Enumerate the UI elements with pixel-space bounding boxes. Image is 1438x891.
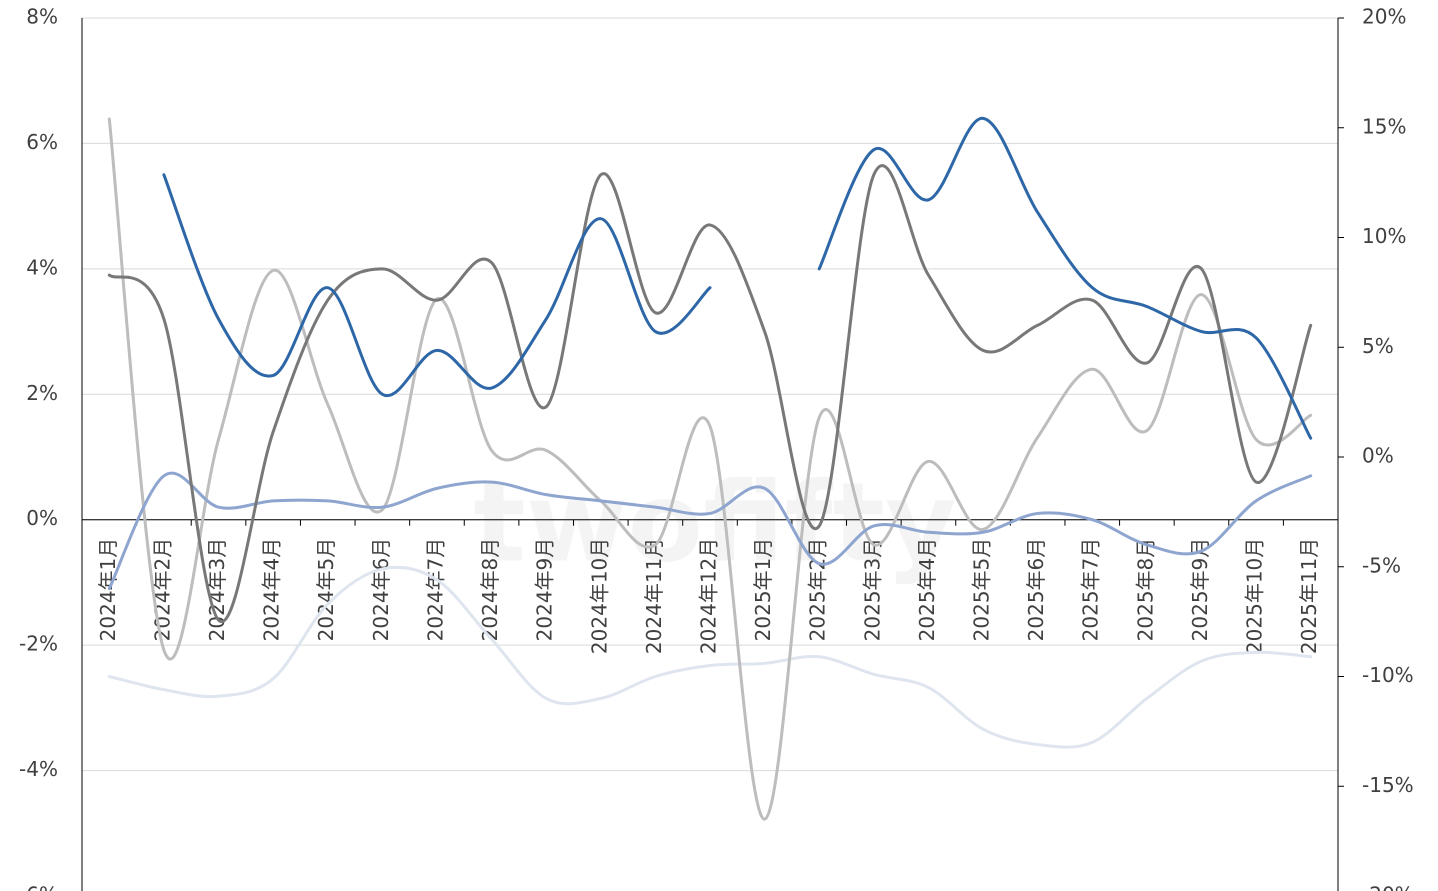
x-tick-label: 2024年1月 — [96, 538, 120, 642]
y-tick-label: -2% — [19, 632, 58, 656]
x-tick-label: 2025年6月 — [1024, 538, 1048, 642]
y-tick-label: 4% — [26, 255, 58, 279]
y-tick-label: -6% — [19, 883, 58, 891]
x-tick-label: 2024年7月 — [423, 538, 447, 642]
y2-tick-label: -10% — [1362, 663, 1414, 687]
line-series — [162, 116, 1313, 440]
y2-tick-label: -5% — [1362, 553, 1401, 577]
y-tick-label: 6% — [26, 130, 58, 154]
x-tick-label: 2024年5月 — [314, 538, 338, 642]
line-series — [107, 565, 1313, 749]
y-tick-label: 0% — [26, 506, 58, 530]
x-tick-label: 2024年12月 — [697, 538, 721, 654]
y-tick-label: 2% — [26, 381, 58, 405]
x-tick-label: 2025年5月 — [970, 538, 994, 642]
y2-tick-label: 5% — [1362, 334, 1394, 358]
y-tick-label: 8% — [26, 5, 58, 29]
line-series — [107, 117, 1313, 821]
x-tick-label: 2025年7月 — [1079, 538, 1103, 642]
y2-tick-label: 15% — [1362, 114, 1406, 138]
x-tick-label: 2025年8月 — [1133, 538, 1157, 642]
x-tick-label: 2025年1月 — [751, 538, 775, 642]
x-tick-label: 2025年10月 — [1243, 538, 1267, 654]
y-tick-label: -4% — [19, 757, 58, 781]
x-tick-label: 2025年4月 — [915, 538, 939, 642]
y2-tick-label: -15% — [1362, 773, 1414, 797]
y2-tick-label: 10% — [1362, 224, 1406, 248]
x-tick-label: 2024年9月 — [533, 538, 557, 642]
x-tick-label: 2024年6月 — [369, 538, 393, 642]
watermark: twofifty — [473, 458, 956, 586]
x-tick-label: 2024年11月 — [642, 538, 666, 654]
y2-tick-label: 0% — [1362, 444, 1394, 468]
x-tick-label: 2024年4月 — [260, 538, 284, 642]
line-series — [107, 164, 1313, 624]
y2-tick-label: -20% — [1362, 883, 1414, 891]
x-tick-label: 2024年8月 — [478, 538, 502, 642]
y2-tick-label: 20% — [1362, 5, 1406, 29]
x-tick-label: 2025年11月 — [1297, 538, 1321, 654]
line-series — [107, 471, 1313, 591]
x-tick-label: 2024年10月 — [587, 538, 611, 654]
x-tick-label: 2025年3月 — [860, 538, 884, 642]
